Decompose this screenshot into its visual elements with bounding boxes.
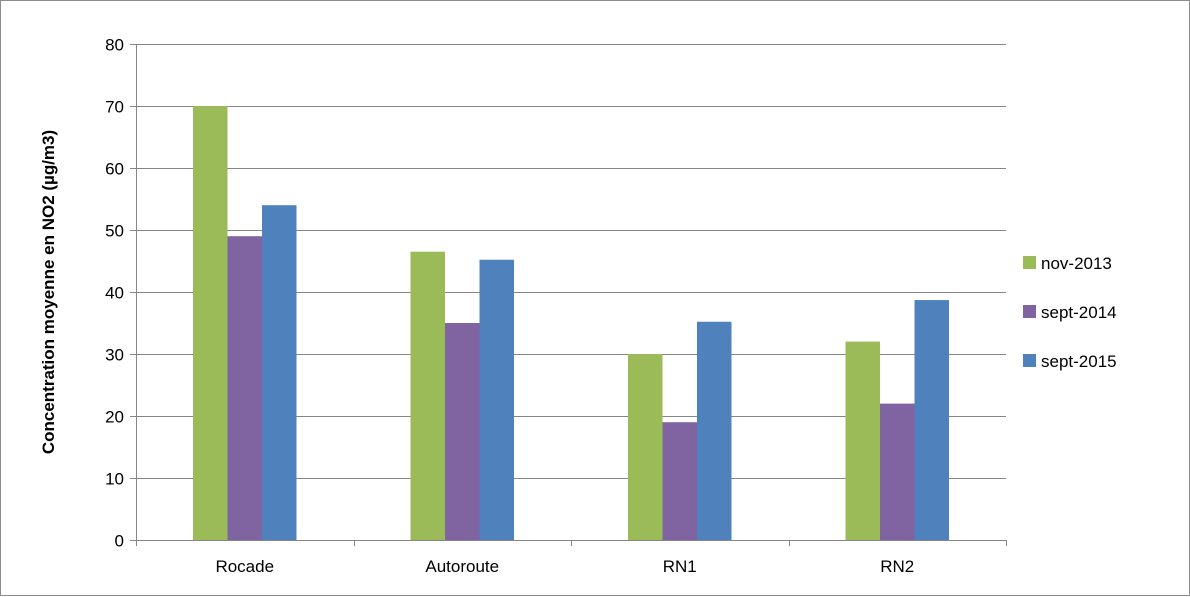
bar-rocade-sept-2015	[262, 205, 297, 540]
x-axis-ticks: Rocade Autoroute RN1 RN2	[136, 540, 1007, 576]
legend: nov-2013 sept-2014 sept-2015	[1023, 254, 1117, 371]
y-tick-label: 80	[105, 36, 124, 55]
legend-swatch-sept-2014	[1023, 305, 1036, 318]
bar-autoroute-sept-2015	[479, 259, 514, 540]
bar-rn2-sept-2014	[880, 403, 915, 540]
legend-swatch-sept-2015	[1023, 354, 1036, 367]
bar-autoroute-nov-2013	[410, 251, 445, 540]
y-tick-label: 20	[105, 408, 124, 427]
bar-rn2-nov-2013	[845, 341, 880, 540]
y-tick-label: 10	[105, 470, 124, 489]
legend-label-nov-2013: nov-2013	[1041, 254, 1112, 273]
bar-rn1-nov-2013	[628, 354, 663, 540]
y-tick-label: 70	[105, 98, 124, 117]
bars	[193, 106, 949, 540]
y-tick-label: 30	[105, 346, 124, 365]
bar-autoroute-sept-2014	[445, 323, 480, 540]
bar-rn1-sept-2014	[662, 422, 697, 540]
legend-label-sept-2014: sept-2014	[1041, 303, 1117, 322]
y-axis-ticks: 0 10 20 30 40 50 60 70 80	[105, 36, 136, 551]
bar-rn2-sept-2015	[914, 300, 949, 540]
y-tick-label: 50	[105, 222, 124, 241]
y-tick-label: 0	[115, 532, 124, 551]
x-tick-label-rn2: RN2	[880, 557, 914, 576]
x-tick-label-rn1: RN1	[663, 557, 697, 576]
x-tick-label-autoroute: Autoroute	[425, 557, 499, 576]
bar-rocade-nov-2013	[193, 106, 228, 540]
legend-swatch-nov-2013	[1023, 256, 1036, 269]
x-tick-label-rocade: Rocade	[215, 557, 274, 576]
y-axis-label: Concentration moyenne en NO2 (µg/m3)	[39, 130, 58, 454]
bar-rocade-sept-2014	[227, 236, 262, 540]
bar-rn1-sept-2015	[697, 321, 732, 540]
legend-label-sept-2015: sept-2015	[1041, 352, 1117, 371]
y-tick-label: 60	[105, 160, 124, 179]
y-tick-label: 40	[105, 284, 124, 303]
